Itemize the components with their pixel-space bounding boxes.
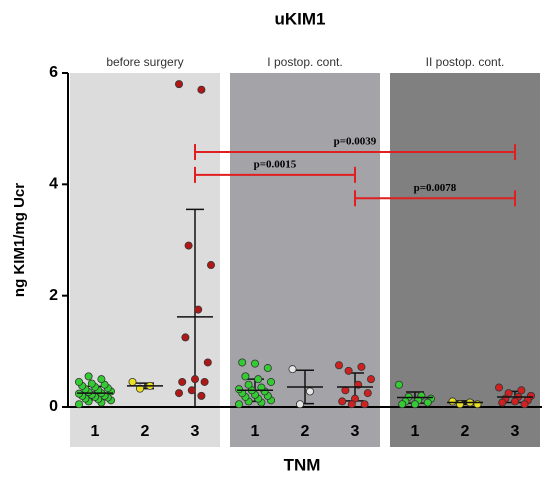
data-point: [473, 400, 482, 409]
data-point: [520, 400, 529, 409]
data-point: [206, 261, 215, 270]
data-point: [288, 365, 297, 374]
data-point: [128, 377, 137, 386]
data-point: [238, 358, 247, 367]
data-point: [84, 372, 93, 381]
data-point: [448, 397, 457, 406]
panel-label: II postop. cont.: [426, 55, 505, 69]
data-point: [344, 366, 353, 375]
data-point: [97, 375, 106, 384]
x-tick-label: 1: [251, 423, 260, 440]
data-point: [234, 385, 243, 394]
data-point: [305, 387, 314, 396]
data-point: [194, 305, 203, 314]
data-point: [295, 400, 304, 409]
data-point: [363, 389, 372, 398]
data-point: [178, 377, 187, 386]
x-tick-label: 3: [191, 423, 200, 440]
data-point: [357, 362, 366, 371]
data-point: [517, 386, 526, 395]
data-point: [75, 400, 84, 409]
data-point: [334, 361, 343, 370]
y-tick-label: 2: [49, 287, 58, 304]
bracket-label: p=0.0078: [414, 182, 457, 194]
data-point: [250, 359, 259, 368]
data-point: [244, 380, 253, 389]
bracket-label: p=0.0039: [334, 136, 377, 148]
data-point: [187, 386, 196, 395]
x-tick-label: 1: [91, 423, 100, 440]
y-tick-label: 0: [49, 398, 58, 415]
data-point: [87, 379, 96, 388]
data-point: [394, 380, 403, 389]
x-tick-label: 2: [301, 423, 310, 440]
x-tick-label: 2: [461, 423, 470, 440]
data-point: [197, 391, 206, 400]
x-tick-label: 1: [411, 423, 420, 440]
data-point: [254, 375, 263, 384]
x-tick-label: 3: [351, 423, 360, 440]
data-point: [498, 398, 507, 407]
x-tick-label: 3: [511, 423, 520, 440]
data-point: [423, 398, 432, 407]
data-point: [347, 400, 356, 409]
data-point: [181, 333, 190, 342]
y-tick-label: 6: [49, 64, 58, 81]
data-point: [398, 400, 407, 409]
data-point: [410, 400, 419, 409]
y-tick-label: 4: [49, 176, 58, 193]
data-point: [234, 400, 243, 409]
data-point: [197, 85, 206, 94]
panel-label: before surgery: [106, 55, 183, 69]
data-point: [174, 80, 183, 89]
bracket-label: p=0.0015: [254, 158, 297, 170]
data-point: [257, 383, 266, 392]
data-point: [75, 377, 84, 386]
data-point: [510, 397, 519, 406]
x-axis-label: TNM: [284, 455, 321, 474]
y-axis-label: ng KIM1/mg Ucr: [11, 183, 28, 297]
data-point: [338, 397, 347, 406]
data-point: [184, 241, 193, 250]
data-point: [241, 372, 250, 381]
panel-background: [390, 73, 540, 447]
data-point: [190, 375, 199, 384]
data-point: [174, 389, 183, 398]
data-point: [366, 375, 375, 384]
data-point: [135, 384, 144, 393]
data-point: [455, 400, 464, 409]
data-point: [494, 383, 503, 392]
chart-title: uKIM1: [275, 9, 326, 28]
data-point: [266, 377, 275, 386]
data-point: [341, 386, 350, 395]
panel-label: I postop. cont.: [267, 55, 342, 69]
data-point: [203, 358, 212, 367]
data-point: [200, 377, 209, 386]
data-point: [263, 364, 272, 373]
data-point: [360, 400, 369, 409]
x-tick-label: 2: [141, 423, 150, 440]
